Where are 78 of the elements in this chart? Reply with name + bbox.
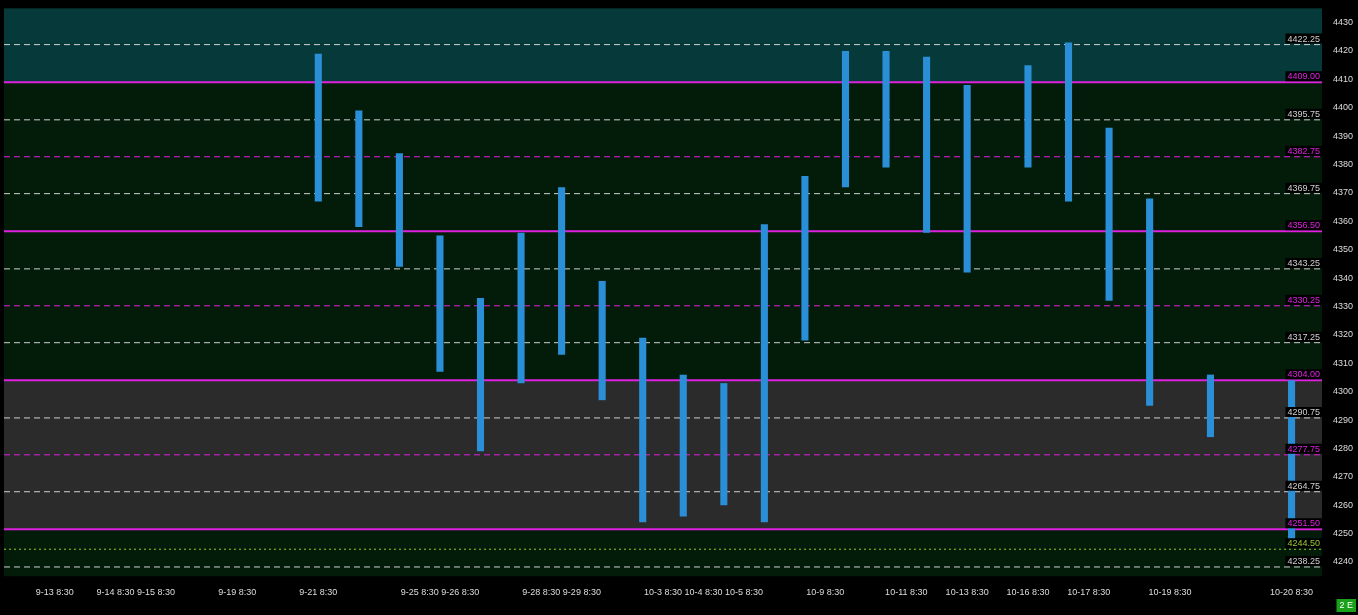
bar [760, 224, 768, 523]
y-tick-label: 4400 [1332, 102, 1354, 113]
x-tick-label: 9-14 8:30 [96, 587, 135, 598]
bar [801, 175, 809, 341]
ref-line-label: 4356.50 [1287, 220, 1320, 231]
y-tick-label: 4300 [1332, 386, 1354, 397]
ref-line-label: 4382.75 [1287, 145, 1320, 156]
x-tick-label: 10-3 8:30 [643, 587, 682, 598]
bar [639, 337, 647, 523]
bar [882, 50, 890, 168]
text: 2 E [1339, 600, 1354, 611]
y-tick-label: 4270 [1332, 471, 1354, 482]
ref-line-label: 4317.25 [1287, 331, 1320, 342]
bar [598, 280, 606, 401]
bar [679, 374, 687, 517]
y-tick-label: 4390 [1332, 130, 1354, 141]
bar [841, 50, 850, 188]
x-tick-label: 9-26 8:30 [441, 587, 480, 598]
ref-line-label: 4343.25 [1287, 257, 1320, 268]
x-tick-label: 9-13 8:30 [35, 587, 74, 598]
y-tick-label: 4420 [1332, 45, 1354, 56]
ref-line-label: 4369.75 [1287, 182, 1320, 193]
x-tick-label: 10-13 8:30 [945, 587, 989, 598]
y-tick-label: 4250 [1332, 528, 1354, 539]
x-tick-label: 9-21 8:30 [299, 587, 338, 598]
ref-line-label: 4264.75 [1287, 480, 1320, 491]
x-tick-label: 9-25 8:30 [400, 587, 439, 598]
y-tick-label: 4310 [1332, 357, 1354, 368]
x-tick-label: 10-9 8:30 [806, 587, 845, 598]
bar [517, 232, 525, 384]
ref-line-label: 4244.50 [1287, 538, 1320, 549]
y-tick-label: 4330 [1332, 300, 1354, 311]
bar [395, 153, 403, 267]
bar [1064, 42, 1073, 202]
bar [476, 297, 485, 452]
ref-line-label: 4395.75 [1287, 108, 1320, 119]
y-tick-label: 4380 [1332, 159, 1354, 170]
bar [1024, 65, 1032, 168]
ref-line-label: 4330.25 [1287, 294, 1320, 305]
y-tick-label: 4240 [1332, 556, 1354, 567]
y-tick-label: 4340 [1332, 272, 1354, 283]
x-tick-label: 10-4 8:30 [684, 587, 723, 598]
bar [558, 187, 566, 355]
y-tick-label: 4280 [1332, 442, 1354, 453]
y-tick-label: 4430 [1332, 17, 1354, 28]
bar [923, 56, 931, 233]
y-tick-label: 4370 [1332, 187, 1354, 198]
bar [1146, 198, 1154, 406]
ref-line-label: 4277.75 [1287, 443, 1320, 454]
x-tick-label: 10-19 8:30 [1148, 587, 1192, 598]
ref-line-label: 4238.25 [1287, 555, 1320, 566]
x-tick-label: 10-11 8:30 [885, 587, 928, 598]
bar [1206, 374, 1215, 438]
ref-line-label: 4304.00 [1287, 369, 1320, 380]
x-tick-label: 10-20 8:30 [1270, 587, 1314, 598]
y-tick-label: 4260 [1332, 499, 1354, 510]
x-tick-label: 9-28 8:30 [522, 587, 561, 598]
x-tick-label: 9-15 8:30 [137, 587, 176, 598]
x-tick-label: 10-5 8:30 [725, 587, 764, 598]
y-tick-label: 4350 [1332, 244, 1354, 255]
bar [314, 53, 322, 202]
ref-line-label: 4422.25 [1287, 33, 1320, 44]
x-tick-label: 10-17 8:30 [1067, 587, 1111, 598]
y-tick-label: 4410 [1332, 73, 1354, 84]
y-tick-label: 4360 [1332, 215, 1354, 226]
bar [436, 235, 444, 372]
y-tick-label: 4290 [1332, 414, 1354, 425]
bar [355, 110, 363, 227]
bar [720, 383, 728, 506]
bar [1105, 127, 1113, 301]
bar [963, 85, 971, 273]
x-tick-label: 9-29 8:30 [562, 587, 601, 598]
y-tick-label: 4320 [1332, 329, 1354, 340]
ref-line-label: 4251.50 [1287, 518, 1320, 529]
ref-line-label: 4290.75 [1287, 406, 1320, 417]
x-tick-label: 9-19 8:30 [218, 587, 257, 598]
x-tick-label: 10-16 8:30 [1006, 587, 1050, 598]
ref-line-label: 4409.00 [1287, 71, 1320, 82]
